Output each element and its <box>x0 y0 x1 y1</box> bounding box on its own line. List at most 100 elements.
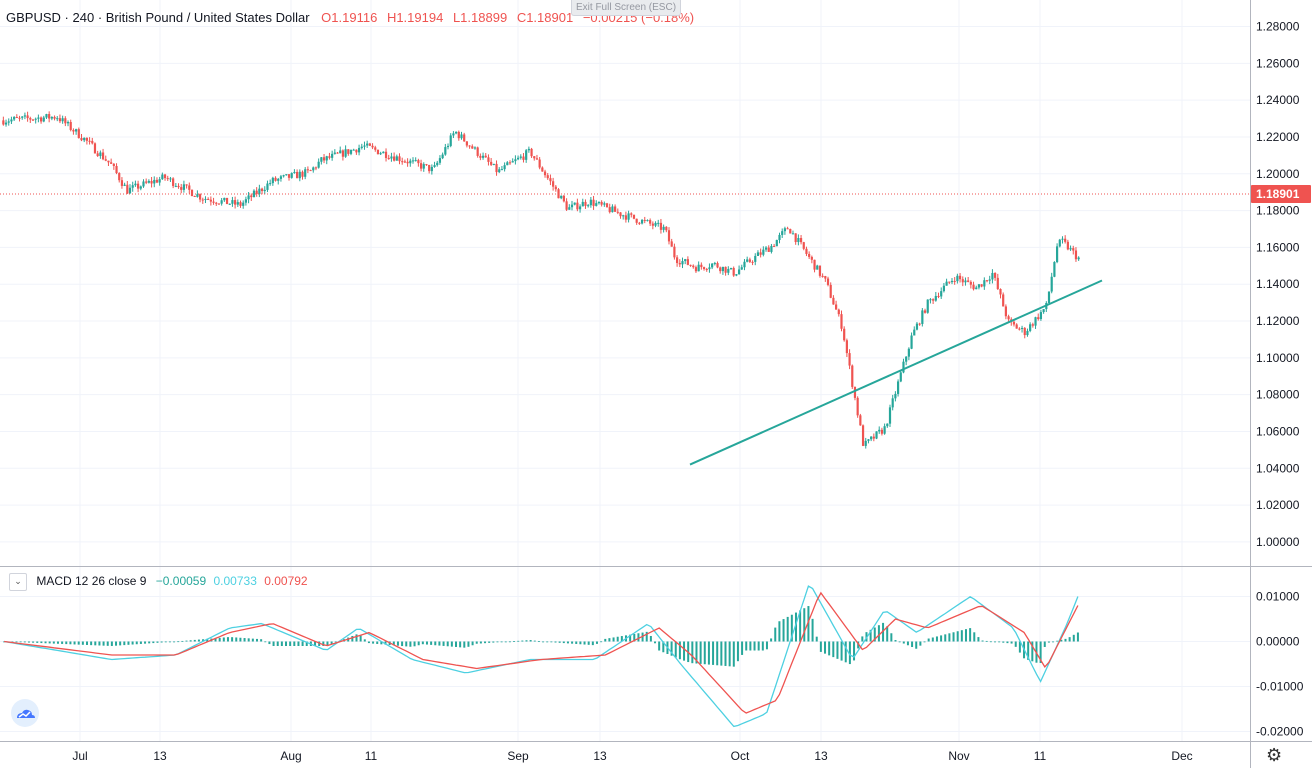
candle-body <box>1042 309 1045 313</box>
candle <box>487 154 490 166</box>
macd-histogram-bar <box>944 634 947 642</box>
candle <box>740 264 743 270</box>
candle-body <box>193 195 196 197</box>
candle-body <box>635 218 638 223</box>
macd-histogram-bar <box>396 641 399 646</box>
price-tick-label: 1.16000 <box>1256 240 1300 254</box>
candle-body <box>403 161 407 163</box>
candle-body <box>411 160 415 162</box>
candle <box>902 358 905 374</box>
time-axis[interactable]: Jul 13 Aug 11 Sep 13 Oct 13 Nov 11 Dec <box>72 749 1192 763</box>
candle <box>856 396 859 418</box>
macd-histogram-bar <box>1027 641 1030 660</box>
interval[interactable]: 240 <box>72 10 95 25</box>
macd-axis[interactable]: 0.01000 0.00000 -0.01000 -0.02000 <box>1256 590 1304 739</box>
candle <box>791 230 795 235</box>
macd-title[interactable]: MACD 12 26 close 9 <box>36 574 147 589</box>
candle-body <box>821 275 824 277</box>
candle <box>142 179 145 188</box>
candle <box>476 146 479 158</box>
macd-histogram-bar <box>152 641 155 644</box>
candle-body <box>578 206 582 210</box>
candle-body <box>713 263 716 265</box>
candle <box>883 423 886 435</box>
candle-body <box>85 137 88 141</box>
candle-body <box>188 185 191 190</box>
chevron-down-icon[interactable]: ⌄ <box>9 573 27 591</box>
candle <box>716 261 719 269</box>
candle-body <box>508 162 512 164</box>
candle-body <box>333 152 336 154</box>
candle-body <box>476 147 479 156</box>
candle-body <box>15 117 18 119</box>
candle-body <box>667 230 671 242</box>
macd-signal-line[interactable] <box>4 591 1079 714</box>
candle <box>112 163 115 170</box>
candle-body <box>48 114 51 119</box>
candle-body <box>840 314 843 329</box>
candle <box>824 275 827 282</box>
candle-body <box>349 149 353 154</box>
candle <box>163 173 167 181</box>
macd-histogram-bar <box>546 641 549 643</box>
candle <box>964 277 967 286</box>
candle <box>72 128 75 135</box>
candle-body <box>196 194 199 197</box>
candle-body <box>999 288 1002 295</box>
tradingview-cloud-icon[interactable] <box>11 699 39 727</box>
candle-body <box>225 197 229 205</box>
trend-line[interactable] <box>689 279 1103 466</box>
candle <box>999 288 1002 299</box>
gear-icon[interactable]: ⚙ <box>1266 745 1283 765</box>
macd-histogram-bar <box>475 641 478 644</box>
candle-body <box>244 199 247 203</box>
candle <box>34 117 37 124</box>
candle-body <box>940 291 943 297</box>
macd-line[interactable] <box>3 585 1079 728</box>
candle-body <box>762 249 765 255</box>
candle-body <box>390 156 393 159</box>
candle-body <box>856 397 859 416</box>
candle-body <box>23 115 27 117</box>
macd-histogram-bar <box>542 641 545 643</box>
candle-body <box>136 183 140 189</box>
candle-body <box>932 299 935 301</box>
macd-histogram-bar <box>177 641 180 643</box>
macd-histogram-bar <box>289 641 292 646</box>
candle-body <box>91 140 94 144</box>
candle-body <box>605 203 609 208</box>
candle-body <box>161 174 164 180</box>
candle-body <box>702 267 706 270</box>
symbol-name[interactable]: GBPUSD <box>6 10 61 25</box>
macd-histogram-bar <box>65 641 68 645</box>
candle <box>207 197 210 200</box>
time-tick-label: 13 <box>814 749 828 763</box>
candle-body <box>923 310 927 313</box>
candle <box>659 218 663 234</box>
candle-body <box>527 148 530 151</box>
candle-body <box>778 234 781 241</box>
candle <box>853 386 857 401</box>
candle <box>821 273 824 278</box>
candle-body <box>1066 241 1069 250</box>
candle-body <box>285 174 288 176</box>
candle <box>360 143 363 150</box>
candle-body <box>83 137 86 141</box>
exit-fullscreen-button[interactable]: Exit Full Screen (ESC) <box>571 0 682 16</box>
candles[interactable] <box>2 111 1080 449</box>
candle <box>290 172 293 179</box>
candle <box>139 185 142 191</box>
candle <box>886 423 889 428</box>
candle <box>428 164 431 174</box>
macd-histogram-bar <box>562 641 565 644</box>
macd-histogram-bar <box>127 641 130 645</box>
last-price-badge[interactable] <box>1251 184 1311 203</box>
candle <box>1015 323 1018 329</box>
candle-body <box>810 256 813 260</box>
candle <box>525 149 528 163</box>
price-axis[interactable]: 1.28000 1.26000 1.24000 1.22000 1.20000 1.180… <box>1256 20 1300 549</box>
candle-body <box>1031 324 1034 326</box>
candle-body <box>659 222 663 230</box>
candle <box>503 162 506 172</box>
